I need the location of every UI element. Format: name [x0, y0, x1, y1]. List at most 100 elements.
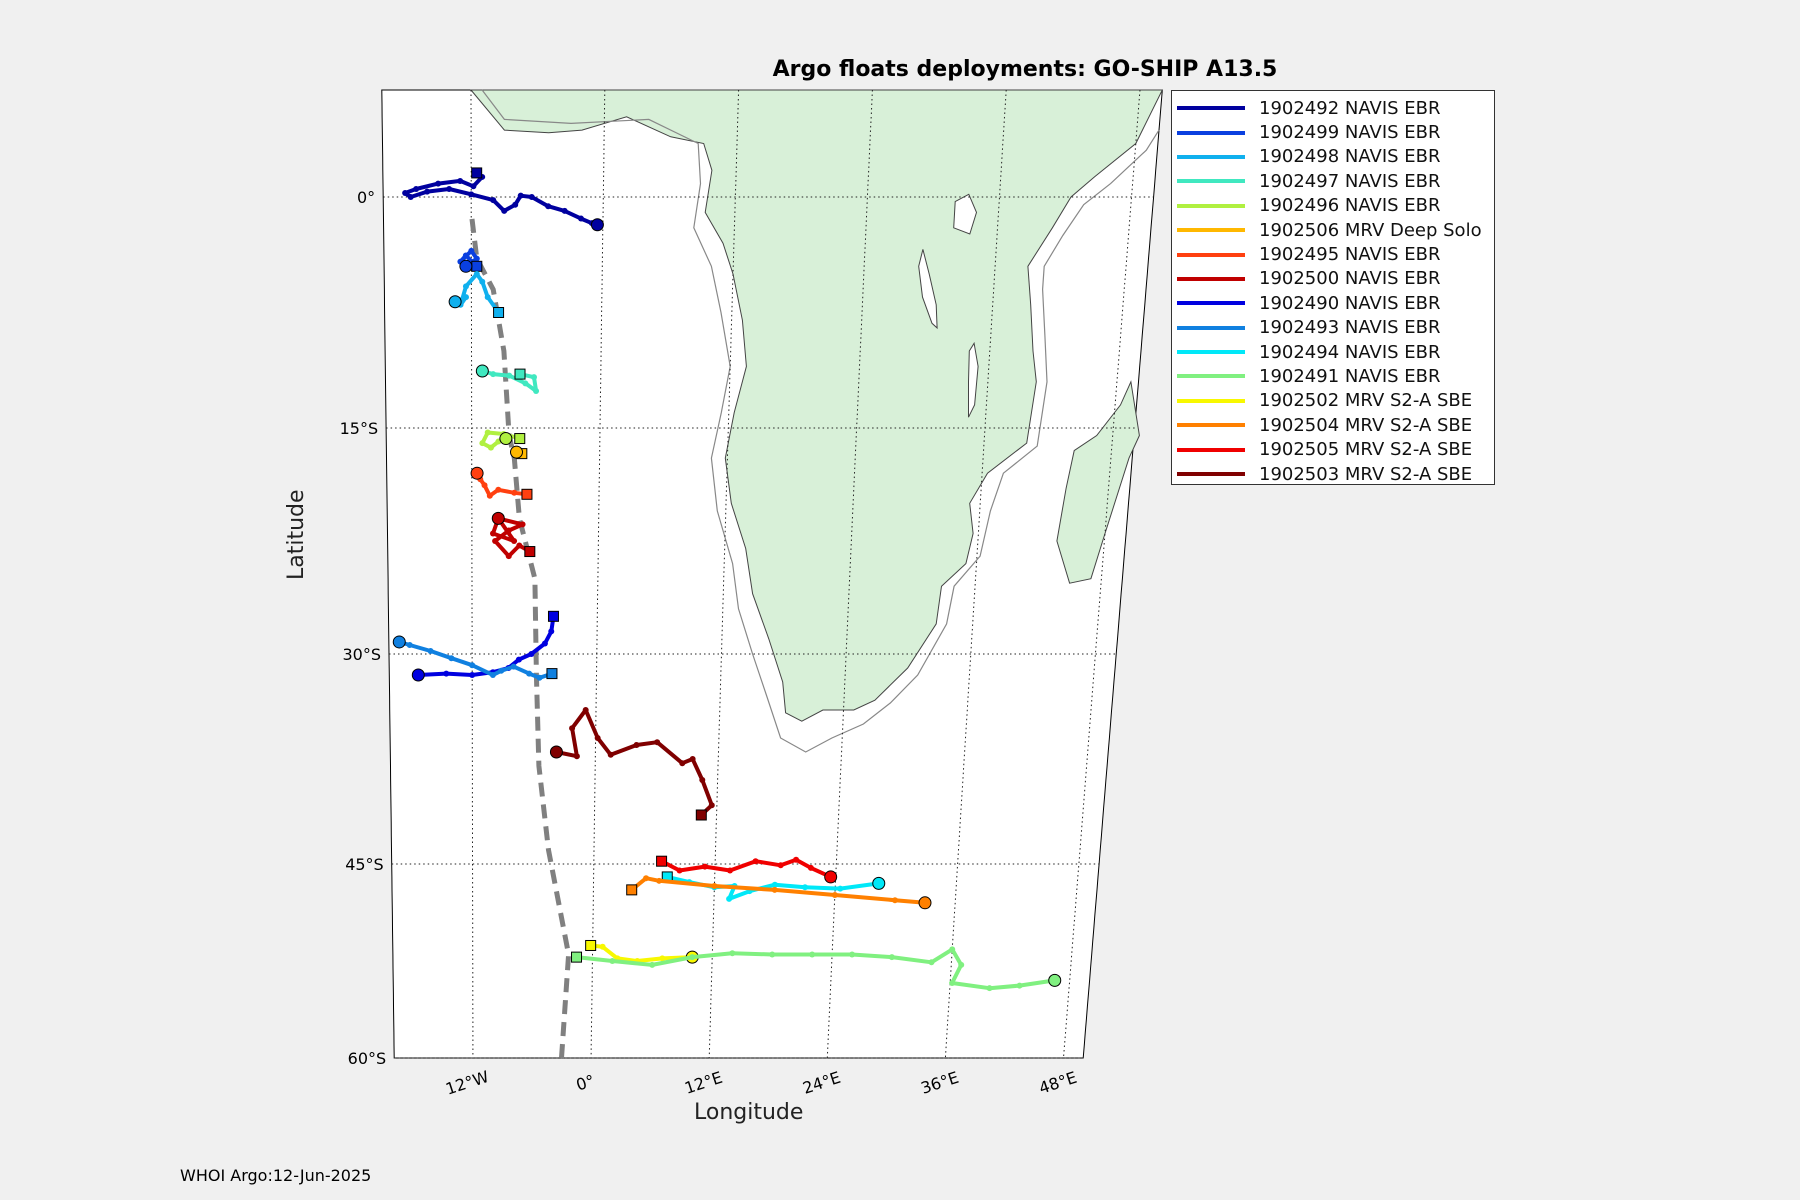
- float-profile-point: [726, 895, 733, 902]
- float-profile-point: [495, 486, 502, 493]
- deployment-marker: [547, 610, 559, 622]
- legend-label: 1902492 NAVIS EBR: [1259, 97, 1441, 119]
- float-track-1902505: [656, 855, 838, 884]
- legend-label: 1902494 NAVIS EBR: [1259, 341, 1441, 363]
- float-profile-point: [462, 294, 469, 301]
- float-profile-point: [468, 191, 475, 198]
- float-profile-point: [505, 527, 512, 534]
- last-position-marker: [448, 295, 462, 309]
- figure-title: Argo floats deployments: GO-SHIP A13.5: [772, 57, 1278, 82]
- float-profile-point: [727, 867, 734, 874]
- float-profile-point: [533, 388, 540, 395]
- footer-credit: WHOI Argo:12-Jun-2025: [180, 1166, 372, 1185]
- float-profile-point: [752, 858, 759, 865]
- last-position-marker: [918, 896, 932, 910]
- float-profile-point: [656, 877, 663, 884]
- deployment-marker: [626, 884, 638, 896]
- float-track-1902506: [510, 445, 528, 460]
- float-profile-point: [510, 663, 517, 670]
- legend-label: 1902502 MRV S2-A SBE: [1259, 390, 1473, 412]
- float-profile-point: [490, 371, 497, 378]
- float-profile-point: [484, 429, 491, 436]
- legend-entry: 1902493 NAVIS EBR: [1172, 316, 1494, 340]
- deployment-marker: [524, 546, 536, 558]
- legend-entry: 1902500 NAVIS EBR: [1172, 267, 1494, 291]
- last-position-marker: [475, 364, 489, 378]
- deployment-marker: [493, 307, 505, 318]
- float-profile-point: [802, 884, 809, 891]
- float-profile-point: [515, 656, 522, 663]
- legend-entry: 1902504 MRV S2-A SBE: [1172, 413, 1494, 437]
- legend-entry: 1902494 NAVIS EBR: [1172, 340, 1494, 364]
- float-profile-point: [676, 867, 683, 874]
- x-axis-label: Longitude: [694, 1100, 804, 1125]
- deployment-marker: [471, 167, 483, 179]
- legend-entry: 1902496 NAVIS EBR: [1172, 194, 1494, 218]
- float-profile-point: [522, 380, 529, 387]
- float-profile-point: [424, 188, 431, 195]
- float-profile-point: [402, 189, 409, 196]
- float-profile-point: [530, 374, 537, 381]
- lon-gridline: [826, 89, 873, 1059]
- float-track-1902493: [392, 635, 558, 681]
- lake-malawi: [968, 341, 979, 418]
- legend-swatch: [1177, 228, 1245, 233]
- float-profile-point: [699, 777, 706, 783]
- float-profile-point: [949, 946, 956, 953]
- float-profile-point: [701, 863, 708, 870]
- float-profile-point: [505, 553, 512, 560]
- float-profile-point: [689, 756, 696, 762]
- lon-tick-label: 48°E: [1037, 1068, 1079, 1098]
- float-profile-point: [492, 538, 499, 544]
- last-position-marker: [499, 432, 513, 446]
- float-profile-point: [487, 444, 494, 451]
- float-profile-point: [506, 372, 513, 379]
- float-profile-point: [517, 192, 524, 199]
- legend-entry: 1902506 MRV Deep Solo: [1172, 218, 1494, 242]
- legend-swatch: [1177, 472, 1245, 477]
- float-profile-point: [1016, 982, 1023, 989]
- float-profile-point: [729, 950, 736, 957]
- legend-swatch: [1177, 325, 1245, 330]
- lon-tick-label: 24°E: [800, 1068, 842, 1098]
- float-profile-point: [831, 892, 838, 899]
- float-profile-point: [528, 651, 535, 657]
- float-profile-point: [468, 247, 475, 254]
- legend-swatch: [1177, 398, 1245, 403]
- shelf-contour: [481, 89, 1160, 753]
- lat-tick-label: 30°S: [343, 645, 382, 664]
- legend-entry: 1902492 NAVIS EBR: [1172, 96, 1494, 120]
- float-profile-point: [516, 542, 523, 549]
- float-profile-point: [519, 521, 526, 528]
- last-position-marker: [392, 635, 406, 649]
- lon-tick-label: 36°E: [918, 1068, 960, 1098]
- last-position-marker: [470, 466, 484, 480]
- float-profile-point: [891, 897, 898, 904]
- legend-label: 1902493 NAVIS EBR: [1259, 317, 1441, 339]
- float-profile-point: [573, 753, 580, 760]
- float-profile-point: [541, 640, 548, 647]
- float-profile-point: [769, 951, 776, 958]
- float-profile-point: [793, 856, 800, 863]
- float-profile-point: [407, 194, 414, 200]
- float-profile-point: [498, 667, 505, 674]
- legend-label: 1902490 NAVIS EBR: [1259, 292, 1441, 314]
- deployment-cruise-track: [468, 212, 572, 1059]
- last-position-marker: [491, 511, 505, 525]
- float-profile-point: [633, 742, 640, 748]
- lat-tick-label: 60°S: [348, 1049, 387, 1068]
- float-profile-point: [484, 294, 491, 301]
- float-profile-point: [473, 271, 480, 277]
- deployment-marker: [521, 488, 533, 500]
- legend-swatch: [1177, 154, 1245, 159]
- float-profile-point: [511, 538, 518, 544]
- legend-label: 1902496 NAVIS EBR: [1259, 195, 1441, 217]
- legend-entry: 1902498 NAVIS EBR: [1172, 145, 1494, 169]
- float-track-1902495: [470, 466, 533, 500]
- legend-label: 1902504 MRV S2-A SBE: [1259, 414, 1473, 436]
- lake-victoria: [953, 193, 978, 235]
- float-profile-point: [511, 489, 518, 496]
- float-profile-point: [526, 670, 533, 677]
- float-track-1902499: [457, 247, 483, 273]
